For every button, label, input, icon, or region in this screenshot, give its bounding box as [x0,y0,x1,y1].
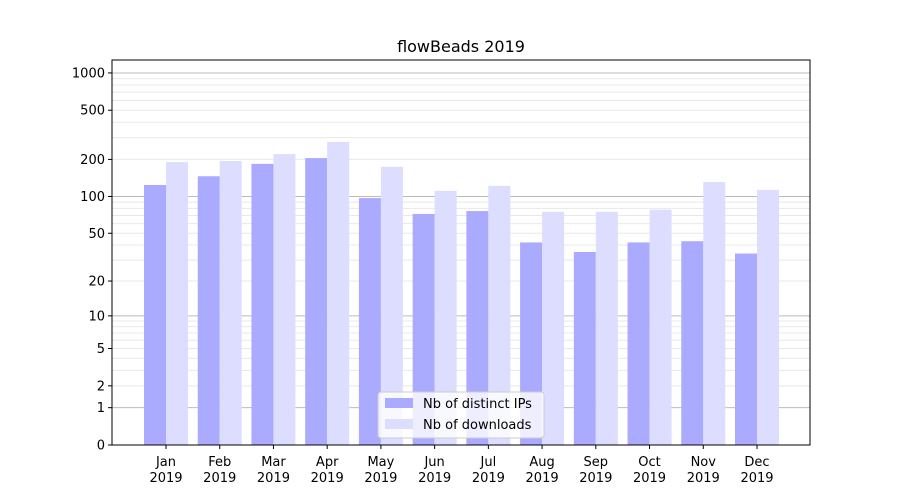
x-tick-label: May 2019 [364,455,397,486]
y-tick-label: 2 [97,379,105,394]
bar-distinct-ips [412,213,435,445]
bar-distinct-ips [573,252,596,445]
y-tick-label: 1 [97,401,105,416]
y-tick-label: 200 [80,153,105,168]
legend-label: Nb of downloads [423,418,532,433]
y-tick-label: 100 [80,190,105,205]
x-tick-label: Jun 2019 [418,455,451,486]
bar-distinct-ips [197,176,220,445]
legend-box [377,391,545,439]
bar-downloads [380,166,403,445]
bar-downloads [273,154,296,445]
plot-frame [111,59,811,446]
x-tick-label: Mar 2019 [257,455,290,486]
legend-swatch [385,398,413,408]
y-tick-label: 50 [88,227,105,242]
y-tick-label: 5 [97,342,105,357]
bar-distinct-ips [466,211,489,445]
bar-distinct-ips [681,241,704,445]
bar-downloads [488,185,511,446]
y-tick-label: 10 [88,309,105,324]
x-tick-label: Feb 2019 [203,455,236,486]
bar-downloads [542,211,565,445]
x-tick-label: Oct 2019 [633,455,666,486]
legend-label: Nb of distinct IPs [423,397,532,412]
bar-downloads [327,141,350,445]
x-tick-label: Jan 2019 [149,455,182,486]
bar-downloads [595,211,618,445]
y-tick-label: 20 [88,275,105,290]
x-tick-label: Jul 2019 [472,455,505,486]
bar-distinct-ips [251,163,274,445]
x-tick-label: Dec 2019 [740,455,773,486]
chart-title: flowBeads 2019 [397,37,525,56]
legend: Nb of distinct IPs Nb of downloads [377,391,545,439]
bar-distinct-ips [144,184,166,445]
bar-distinct-ips [735,253,757,445]
x-tick-label: Apr 2019 [311,455,344,486]
bar-distinct-ips [358,198,381,445]
bar-downloads [166,162,188,445]
bar-downloads [649,209,672,445]
bar-downloads [703,182,726,445]
bar-downloads [434,190,457,445]
x-tick-label: Aug 2019 [526,455,559,486]
legend-swatch [385,419,413,429]
bar-distinct-ips [627,242,650,445]
bar-downloads [219,161,242,445]
x-tick-label: Nov 2019 [687,455,720,486]
y-tick-label: 500 [80,104,105,119]
y-tick-label: 0 [97,439,105,454]
bar-downloads [757,189,779,445]
y-tick-label: 1000 [72,66,105,81]
bar-distinct-ips [305,158,328,446]
x-tick-label: Sep 2019 [579,455,612,486]
